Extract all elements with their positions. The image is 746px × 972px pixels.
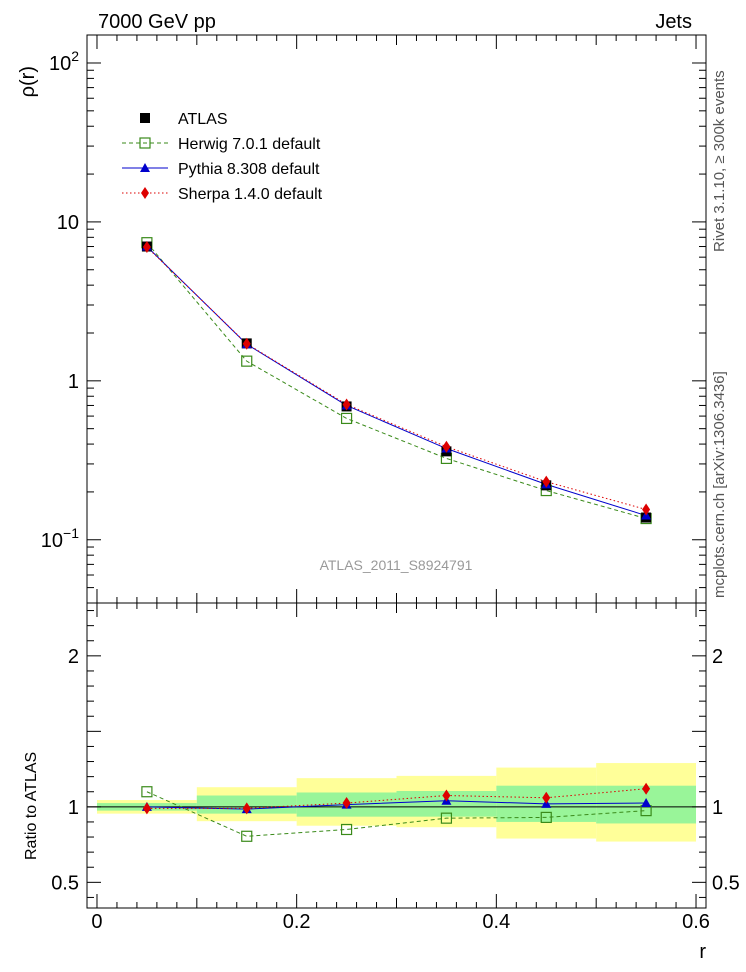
ratio-ytick-label-left-2: 0.5 [51, 872, 79, 894]
ratio-ytick-label-left-1: 1 [68, 797, 79, 819]
main-point-s3-2 [342, 398, 351, 411]
ratio-point-s2-2 [342, 797, 351, 810]
ratio-line-series-2 [146, 788, 647, 809]
ratio-series-markers [141, 782, 652, 842]
ratio-ytick-label-right-1: 1 [712, 797, 723, 819]
legend-marker-1 [139, 137, 151, 149]
main-y-axis-label: ρ(r) [17, 66, 39, 97]
main-line-series-3 [146, 246, 647, 510]
legend-entry-2: Pythia 8.308 default [122, 161, 320, 178]
main-point-s3-5 [642, 503, 651, 516]
ratio-line-series-0 [146, 791, 647, 837]
ratio-point-s1-5 [641, 798, 652, 808]
ratio-y-axis-label: Ratio to ATLAS [23, 752, 40, 860]
ratio-axis-ticks [87, 603, 706, 908]
main-y-tick-labels: 102 10 1 10−1 [41, 48, 79, 552]
legend-label-0: ATLAS [178, 111, 228, 128]
header-left: 7000 GeV pp [98, 11, 216, 33]
legend-label-2: Pythia 8.308 default [178, 161, 320, 178]
legend-entry-1: Herwig 7.0.1 default [122, 136, 321, 153]
ratio-point-s0-3 [440, 812, 453, 824]
ratio-panel-frame [86, 602, 707, 909]
ratio-ytick-label-right-0: 2 [712, 646, 723, 668]
legend: ATLAS Herwig 7.0.1 default Pythia 8.308 de… [122, 111, 323, 203]
main-ytick-label-2: 1 [68, 371, 79, 393]
main-point-s1-1 [241, 355, 253, 367]
xtick-label-0: 0 [91, 911, 102, 933]
ratio-series-lines [146, 788, 647, 837]
ratio-point-s0-2 [340, 823, 353, 836]
main-line-series-2 [146, 246, 647, 517]
main-series-lines [146, 242, 647, 520]
xtick-label-2: 0.4 [482, 911, 510, 933]
xtick-label-3: 0.6 [682, 911, 710, 933]
x-axis-label: r [699, 941, 706, 963]
ratio-tick-labels: 2 2 1 1 0.5 0.5 0 0.2 0.4 0.6 [51, 646, 740, 933]
ratio-point-s0-1 [241, 830, 253, 842]
analysis-watermark: ATLAS_2011_S8924791 [320, 557, 473, 573]
legend-marker-0 [140, 113, 150, 123]
ratio-point-s2-0 [142, 802, 151, 815]
header-right: Jets [655, 11, 692, 33]
main-point-s3-1 [242, 337, 251, 350]
ratio-point-s2-5 [642, 782, 651, 795]
main-series-markers [141, 237, 652, 525]
main-point-s1-2 [340, 412, 353, 425]
legend-entry-3: Sherpa 1.4.0 default [122, 186, 323, 203]
ratio-point-s0-4 [540, 811, 552, 824]
main-point-s3-0 [142, 241, 151, 254]
mcplots-label: mcplots.cern.ch [arXiv:1306.3436] [711, 371, 728, 598]
legend-label-3: Sherpa 1.4.0 default [178, 186, 323, 203]
main-ytick-label-1: 10 [57, 212, 79, 234]
main-ytick-label-0: 102 [49, 48, 79, 75]
ratio-line-series-1 [146, 800, 647, 810]
main-point-s3-4 [542, 475, 551, 488]
ratio-ytick-label-right-2: 0.5 [712, 872, 740, 894]
ratio-point-s2-3 [442, 789, 451, 802]
legend-marker-3 [141, 187, 149, 199]
main-point-s3-3 [442, 440, 451, 453]
legend-label-1: Herwig 7.0.1 default [178, 136, 321, 153]
xtick-label-1: 0.2 [283, 911, 311, 933]
rivet-label: Rivet 3.1.10, ≥ 300k events [711, 70, 728, 252]
main-ytick-label-3: 10−1 [41, 525, 79, 552]
ratio-point-s2-1 [242, 802, 251, 815]
ratio-ytick-label-left-0: 2 [68, 646, 79, 668]
legend-entry-0: ATLAS [140, 111, 228, 128]
main-axis-ticks [87, 35, 706, 604]
legend-marker-2 [140, 163, 150, 172]
main-line-series-1 [146, 242, 647, 520]
ratio-point-s2-4 [542, 791, 551, 804]
ratio-point-s0-0 [141, 786, 153, 798]
